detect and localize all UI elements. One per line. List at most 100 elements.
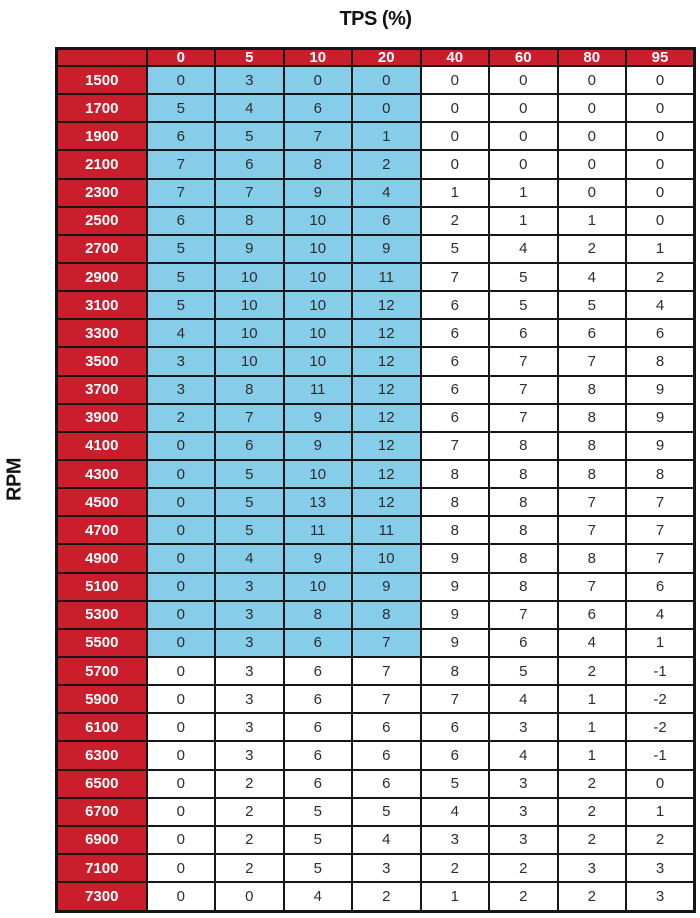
value-cell: 9	[419, 599, 490, 630]
value-cell: 0	[145, 684, 216, 715]
value-cell: 3	[488, 712, 559, 743]
value-cell: 2	[556, 881, 627, 913]
value-cell: 0	[488, 64, 559, 96]
value-cell: 3	[145, 346, 216, 377]
table-row: 2300 7 7 9 4 1 1 0 0	[55, 177, 696, 208]
row-header: 2100	[55, 149, 148, 180]
value-cell: 3	[214, 599, 285, 630]
value-cell: 5	[214, 515, 285, 546]
value-cell: 0	[351, 64, 422, 96]
row-header: 3100	[55, 290, 148, 321]
value-cell: 7	[556, 515, 627, 546]
value-cell: 1	[488, 205, 559, 236]
value-cell: 4	[556, 627, 627, 658]
value-cell: -2	[625, 684, 696, 715]
value-cell: 10	[282, 290, 353, 321]
value-cell: 6	[625, 571, 696, 602]
value-cell: 4	[625, 599, 696, 630]
value-cell: 5	[419, 233, 490, 264]
y-axis-label: RPM	[3, 458, 26, 502]
value-cell: 5	[282, 852, 353, 884]
value-cell: 9	[351, 233, 422, 264]
value-cell: 0	[556, 121, 627, 152]
value-cell: 7	[625, 543, 696, 574]
table-header: 0 5 10 20 40 60 80 95	[55, 47, 696, 67]
value-cell: 3	[625, 881, 696, 913]
value-cell: 0	[625, 64, 696, 96]
value-cell: 0	[625, 149, 696, 180]
value-cell: 2	[351, 149, 422, 180]
value-cell: 0	[145, 64, 216, 96]
row-header: 2700	[55, 233, 148, 264]
value-cell: 13	[282, 487, 353, 518]
value-cell: 8	[214, 205, 285, 236]
row-header: 7300	[55, 881, 148, 913]
value-cell: 6	[214, 430, 285, 461]
value-cell: 1	[556, 712, 627, 743]
table-row: 5900 0 3 6 7 7 4 1 -2	[55, 684, 696, 715]
table-row: 2100 7 6 8 2 0 0 0 0	[55, 149, 696, 180]
value-cell: 0	[556, 93, 627, 124]
value-cell: 8	[488, 430, 559, 461]
table-row: 3300 4 10 10 12 6 6 6 6	[55, 318, 696, 349]
value-cell: 0	[145, 768, 216, 799]
value-cell: -1	[625, 740, 696, 771]
value-cell: 3	[214, 712, 285, 743]
value-cell: 3	[214, 571, 285, 602]
value-cell: 6	[556, 599, 627, 630]
value-cell: 0	[556, 64, 627, 96]
value-cell: 2	[625, 824, 696, 855]
value-cell: 7	[488, 346, 559, 377]
value-cell: 3	[214, 627, 285, 658]
value-cell: 4	[556, 261, 627, 293]
value-cell: 1	[419, 177, 490, 208]
row-header: 1500	[55, 64, 148, 96]
value-cell: 6	[282, 712, 353, 743]
value-cell: 3	[214, 740, 285, 771]
value-cell: 7	[419, 684, 490, 715]
corner-cell	[55, 47, 148, 67]
value-cell: 0	[625, 93, 696, 124]
table-row: 3700 3 8 11 12 6 7 8 9	[55, 374, 696, 405]
row-header: 5100	[55, 571, 148, 602]
value-cell: 6	[282, 655, 353, 687]
value-cell: 1	[556, 205, 627, 236]
value-cell: 2	[214, 768, 285, 799]
value-cell: 6	[282, 768, 353, 799]
value-cell: 7	[145, 177, 216, 208]
value-cell: 2	[556, 824, 627, 855]
value-cell: 6	[488, 627, 559, 658]
value-cell: 8	[351, 599, 422, 630]
value-cell: 0	[419, 93, 490, 124]
value-cell: -1	[625, 655, 696, 687]
value-cell: 2	[419, 205, 490, 236]
value-cell: 1	[419, 881, 490, 913]
value-cell: 9	[282, 543, 353, 574]
col-header: 0	[145, 47, 216, 67]
row-header: 5500	[55, 627, 148, 658]
value-cell: 8	[556, 543, 627, 574]
value-cell: 0	[145, 824, 216, 855]
table-row: 4700 0 5 11 11 8 8 7 7	[55, 515, 696, 546]
value-cell: 0	[625, 768, 696, 799]
col-header: 60	[488, 47, 559, 67]
value-cell: 8	[556, 374, 627, 405]
table-row: 6700 0 2 5 5 4 3 2 1	[55, 796, 696, 827]
header-row: 0 5 10 20 40 60 80 95	[55, 47, 696, 67]
col-header: 95	[625, 47, 696, 67]
value-cell: 4	[145, 318, 216, 349]
col-header: 5	[214, 47, 285, 67]
value-cell: 6	[488, 318, 559, 349]
value-cell: 9	[625, 374, 696, 405]
value-cell: 1	[351, 121, 422, 152]
value-cell: 0	[145, 543, 216, 574]
value-cell: 9	[625, 402, 696, 433]
value-cell: 7	[625, 487, 696, 518]
value-cell: 6	[419, 740, 490, 771]
row-header: 4100	[55, 430, 148, 461]
value-cell: 6	[419, 374, 490, 405]
value-cell: 5	[145, 93, 216, 124]
value-cell: 6	[145, 121, 216, 152]
value-cell: 6	[282, 740, 353, 771]
